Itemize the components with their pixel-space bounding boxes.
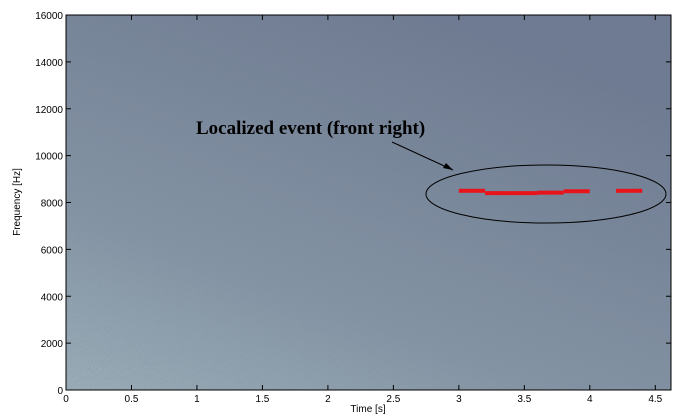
y-tick-label: 4000 (41, 292, 64, 303)
y-tick-label: 16000 (35, 11, 63, 22)
event-segment (537, 190, 564, 195)
x-tick-label: 3.5 (517, 394, 531, 405)
annotation: Localized event (front right) (196, 118, 425, 139)
y-tick-label: 12000 (35, 105, 63, 116)
x-tick-label: 3 (456, 394, 462, 405)
x-tick-label: 2 (325, 394, 331, 405)
arrow-head (443, 163, 453, 170)
x-tick-label: 4.5 (648, 394, 662, 405)
y-tick-label: 0 (57, 386, 63, 397)
event-segment (458, 188, 486, 193)
x-tick-label: 4 (587, 394, 593, 405)
event-segment (563, 189, 590, 194)
x-tick-label: 1 (194, 394, 200, 405)
x-tick-label: 0.5 (125, 394, 139, 405)
event-segment (485, 191, 538, 196)
event-segment (616, 188, 643, 193)
x-tick-label: 1.5 (255, 394, 269, 405)
y-tick-label: 14000 (35, 58, 63, 69)
y-tick-label: 10000 (35, 152, 63, 163)
y-tick-label: 8000 (41, 199, 64, 210)
x-tick-label: 0 (63, 394, 69, 405)
x-tick-label: 2.5 (386, 394, 400, 405)
x-axis-label: Time [s] (350, 404, 385, 415)
event-ellipse (425, 164, 667, 224)
y-axis-label: Frequency [Hz] (12, 168, 23, 236)
y-tick-label: 6000 (41, 245, 64, 256)
annotation-arrow (391, 141, 454, 171)
spectrogram-texture (66, 15, 671, 390)
y-tick-label: 2000 (41, 339, 64, 350)
